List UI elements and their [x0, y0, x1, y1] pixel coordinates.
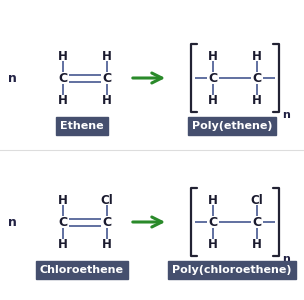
Text: H: H: [102, 238, 112, 250]
Text: n: n: [282, 254, 290, 264]
Text: Chloroethene: Chloroethene: [40, 265, 124, 275]
Text: Cl: Cl: [101, 194, 113, 206]
Text: Ethene: Ethene: [60, 121, 104, 131]
Text: C: C: [252, 71, 261, 85]
Text: C: C: [209, 215, 218, 229]
Text: H: H: [102, 50, 112, 62]
Text: H: H: [58, 94, 68, 106]
Text: C: C: [102, 71, 112, 85]
Text: H: H: [58, 238, 68, 250]
Text: n: n: [282, 110, 290, 120]
Text: Cl: Cl: [250, 194, 263, 206]
Text: C: C: [252, 215, 261, 229]
Text: C: C: [209, 71, 218, 85]
Text: H: H: [252, 238, 262, 250]
Text: H: H: [208, 94, 218, 106]
Text: H: H: [102, 94, 112, 106]
Text: H: H: [208, 194, 218, 206]
Text: C: C: [102, 215, 112, 229]
Text: n: n: [8, 215, 16, 229]
Text: C: C: [58, 71, 67, 85]
Text: H: H: [252, 94, 262, 106]
Text: C: C: [58, 215, 67, 229]
Text: H: H: [252, 50, 262, 62]
Text: H: H: [208, 238, 218, 250]
Text: Poly(ethene): Poly(ethene): [192, 121, 272, 131]
Text: H: H: [208, 50, 218, 62]
Text: H: H: [58, 50, 68, 62]
Text: n: n: [8, 71, 16, 85]
Text: Poly(chloroethene): Poly(chloroethene): [172, 265, 292, 275]
Text: H: H: [58, 194, 68, 206]
